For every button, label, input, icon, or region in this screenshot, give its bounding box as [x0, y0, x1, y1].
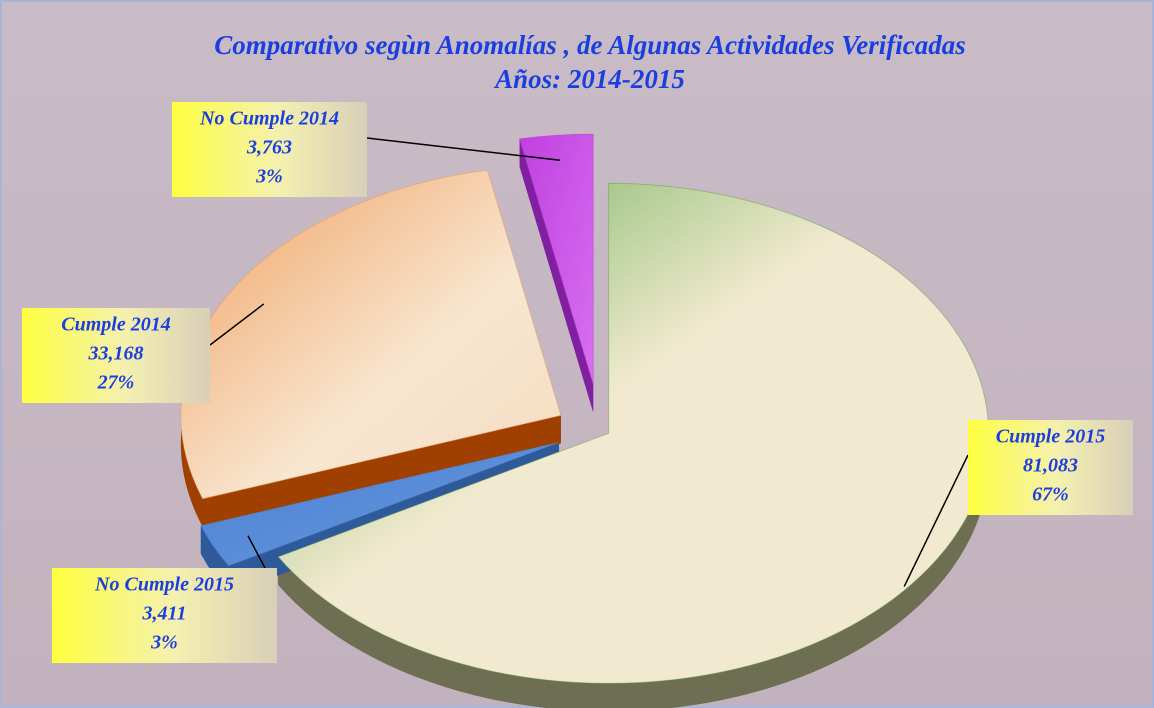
leader-line: [209, 303, 265, 346]
value-label: 3,763: [246, 137, 292, 159]
slice: [277, 182, 990, 684]
chart-subtitle: Años: 2014-2015: [493, 64, 685, 94]
percent-label: 3%: [150, 632, 178, 654]
slice: [519, 133, 594, 385]
label-box: [22, 308, 210, 403]
slice-wall: [519, 138, 594, 413]
slice-wall: [202, 415, 561, 527]
slice: [200, 441, 560, 567]
label-box: [172, 102, 367, 197]
value-label: 3,411: [142, 603, 187, 625]
percent-label: 3%: [255, 166, 283, 188]
value-label: 81,083: [1023, 455, 1078, 477]
category-label: No Cumple 2015: [94, 574, 234, 596]
category-label: Cumple 2015: [996, 426, 1105, 448]
category-label: No Cumple 2014: [199, 108, 339, 130]
slice: [180, 169, 562, 500]
label-box: [52, 568, 277, 663]
leader-line: [247, 535, 266, 569]
category-label: Cumple 2014: [61, 314, 170, 336]
label-box: [968, 420, 1133, 515]
pie-tops: [180, 133, 990, 684]
leader-line: [366, 137, 561, 161]
value-label: 33,168: [88, 343, 144, 365]
percent-label: 67%: [1032, 484, 1069, 506]
chart-title: Comparativo segùn Anomalías , de Algunas…: [214, 30, 966, 60]
percent-label: 27%: [97, 372, 135, 394]
labels: Cumple 2015 81,083 67% No Cumple 2015 3,411 3…: [22, 102, 1133, 663]
leader-line: [903, 454, 969, 587]
